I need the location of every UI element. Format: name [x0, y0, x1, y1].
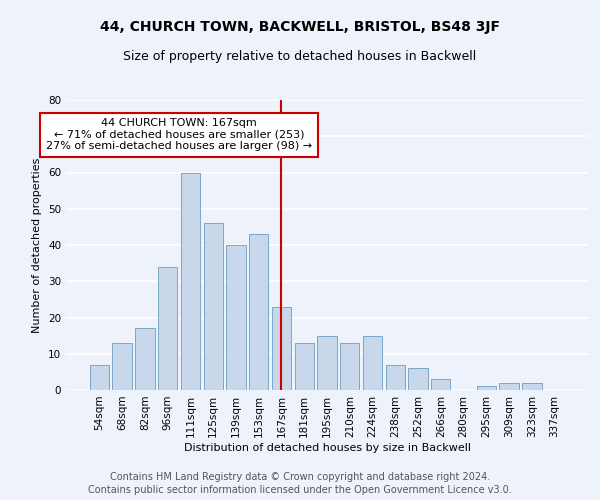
Bar	[431, 379, 451, 390]
Bar	[499, 383, 519, 390]
Bar	[272, 306, 291, 390]
X-axis label: Distribution of detached houses by size in Backwell: Distribution of detached houses by size …	[184, 442, 470, 452]
Bar	[409, 368, 428, 390]
Bar	[226, 245, 245, 390]
Bar	[181, 172, 200, 390]
Bar	[363, 336, 382, 390]
Bar	[340, 343, 359, 390]
Bar	[295, 343, 314, 390]
Text: Contains HM Land Registry data © Crown copyright and database right 2024.
Contai: Contains HM Land Registry data © Crown c…	[88, 472, 512, 495]
Bar	[522, 383, 542, 390]
Text: 44, CHURCH TOWN, BACKWELL, BRISTOL, BS48 3JF: 44, CHURCH TOWN, BACKWELL, BRISTOL, BS48…	[100, 20, 500, 34]
Bar	[476, 386, 496, 390]
Bar	[203, 223, 223, 390]
Bar	[386, 364, 405, 390]
Bar	[317, 336, 337, 390]
Bar	[90, 364, 109, 390]
Bar	[158, 267, 178, 390]
Bar	[249, 234, 268, 390]
Y-axis label: Number of detached properties: Number of detached properties	[32, 158, 43, 332]
Bar	[112, 343, 132, 390]
Bar	[135, 328, 155, 390]
Text: Size of property relative to detached houses in Backwell: Size of property relative to detached ho…	[124, 50, 476, 63]
Text: 44 CHURCH TOWN: 167sqm
← 71% of detached houses are smaller (253)
27% of semi-de: 44 CHURCH TOWN: 167sqm ← 71% of detached…	[46, 118, 312, 152]
